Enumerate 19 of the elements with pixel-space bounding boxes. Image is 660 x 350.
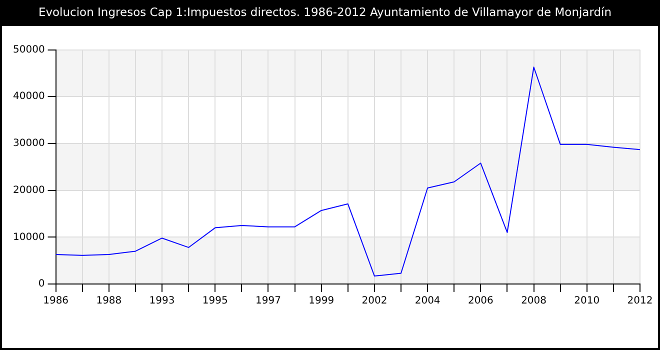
y-tick-label: 0 [38, 278, 45, 290]
y-tick-label: 10000 [13, 232, 45, 243]
y-tick-label: 40000 [13, 91, 45, 102]
x-tick-label: 2004 [414, 296, 440, 307]
x-tick-label: 1986 [43, 296, 69, 307]
chart-title: Evolucion Ingresos Cap 1:Impuestos directos. 1986-2012 Ayuntamiento de Villamayor de Monjardín [38, 4, 612, 19]
y-tick-label: 30000 [13, 138, 45, 150]
x-tick-label: 1999 [308, 296, 334, 307]
x-tick-label: 2006 [468, 296, 494, 307]
y-tick-label: 20000 [13, 184, 45, 196]
x-tick-label: 2010 [574, 296, 600, 307]
y-tick-label: 50000 [13, 44, 45, 56]
x-tick-label: 2008 [521, 296, 547, 307]
x-tick-label: 1993 [149, 296, 175, 307]
x-tick-label: 1997 [256, 296, 281, 307]
x-tick-label: 1988 [96, 296, 122, 307]
x-tick-label: 2002 [362, 296, 388, 307]
x-tick-label: 1995 [202, 296, 228, 307]
x-tick-label: 2012 [627, 296, 653, 307]
